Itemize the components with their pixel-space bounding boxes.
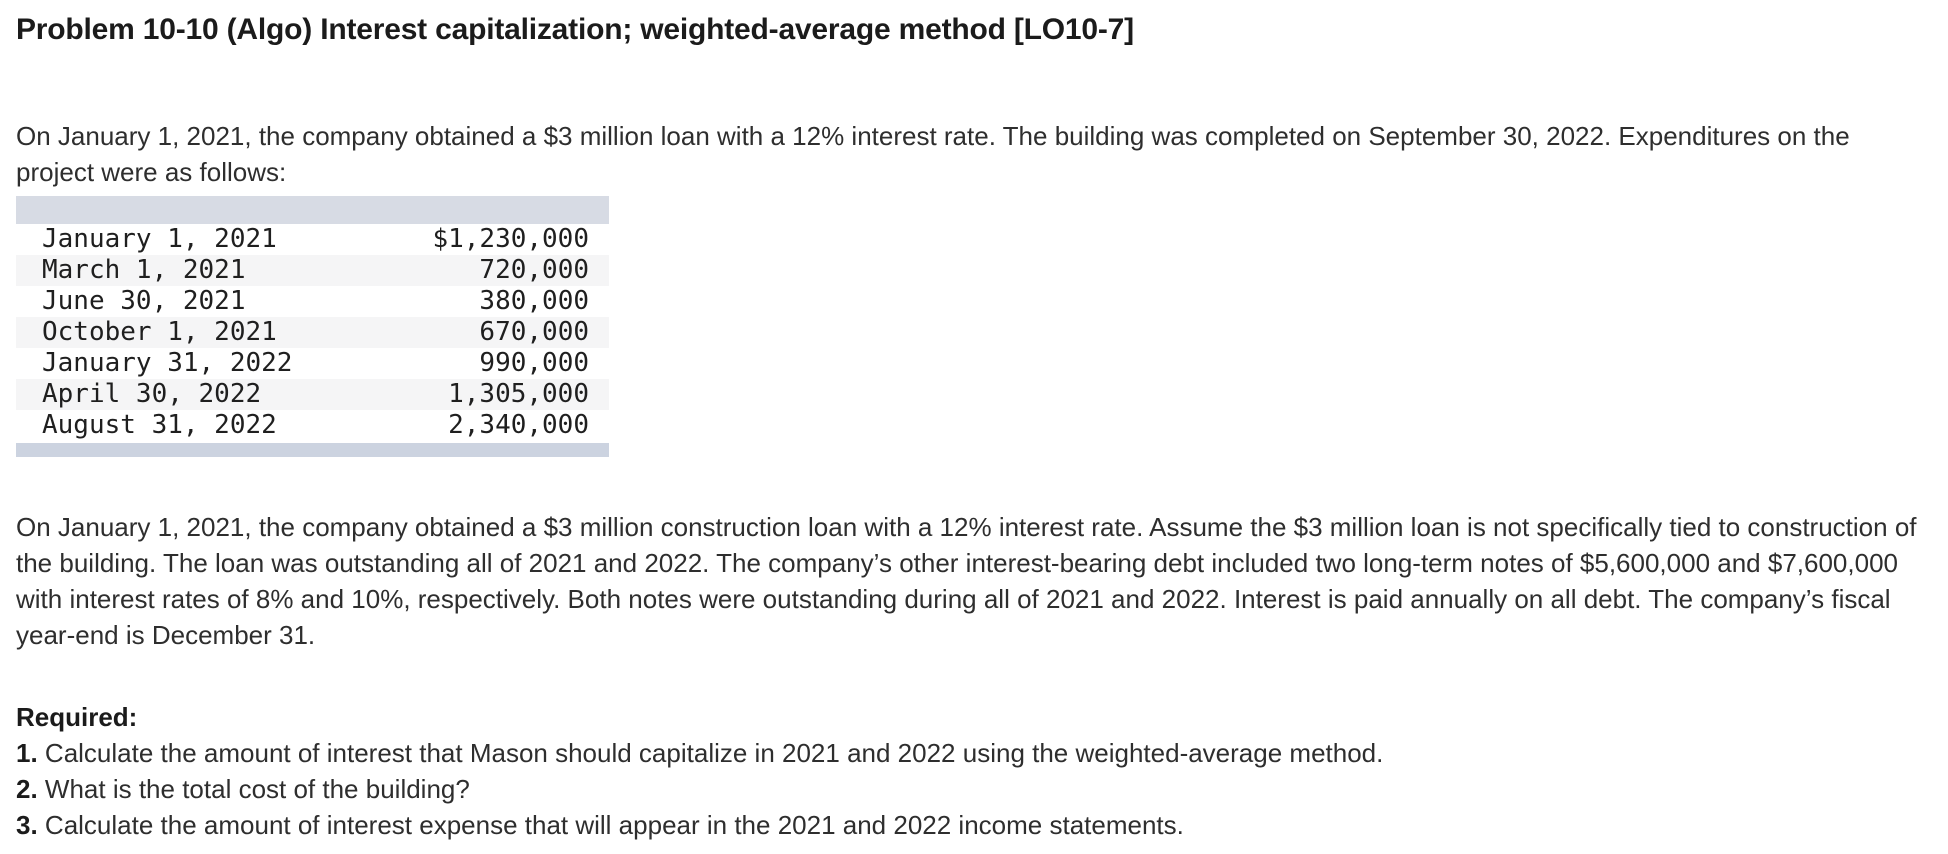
expenditure-date: October 1, 2021 <box>42 317 277 347</box>
problem-title: Problem 10-10 (Algo) Interest capitaliza… <box>16 13 1134 46</box>
expenditure-date: August 31, 2022 <box>42 410 277 440</box>
required-item: 1. Calculate the amount of interest that… <box>16 735 1928 771</box>
expenditure-amount: 1,305,000 <box>448 379 589 409</box>
required-item-number: 3. <box>16 810 38 840</box>
required-item-text: What is the total cost of the building? <box>44 774 470 804</box>
required-item: 2. What is the total cost of the buildin… <box>16 771 1928 807</box>
expenditures-table: January 1, 2021 $1,230,000 March 1, 2021… <box>16 196 609 457</box>
required-item-number: 2. <box>16 774 38 804</box>
table-row: June 30, 2021 380,000 <box>16 286 609 317</box>
table-row: January 1, 2021 $1,230,000 <box>16 224 609 255</box>
table-header-bar <box>16 196 609 224</box>
expenditure-date: June 30, 2021 <box>42 286 246 316</box>
expenditure-date: March 1, 2021 <box>42 255 246 285</box>
table-row: October 1, 2021 670,000 <box>16 317 609 348</box>
table-row: January 31, 2022 990,000 <box>16 348 609 379</box>
required-item-text: Calculate the amount of interest expense… <box>44 810 1184 840</box>
required-item-number: 1. <box>16 738 38 768</box>
expenditure-amount: 670,000 <box>479 317 589 347</box>
expenditure-amount: 380,000 <box>479 286 589 316</box>
expenditure-date: April 30, 2022 <box>42 379 262 409</box>
expenditure-amount: 2,340,000 <box>448 410 589 440</box>
required-item: 3. Calculate the amount of interest expe… <box>16 807 1928 843</box>
expenditures-rows: January 1, 2021 $1,230,000 March 1, 2021… <box>16 224 609 441</box>
expenditure-date: January 31, 2022 <box>42 348 293 378</box>
table-footer-bar <box>16 443 609 457</box>
table-row: April 30, 2022 1,305,000 <box>16 379 609 410</box>
expenditure-date: January 1, 2021 <box>42 224 277 254</box>
expenditure-amount: $1,230,000 <box>432 224 589 254</box>
expenditure-amount: 720,000 <box>479 255 589 285</box>
details-paragraph: On January 1, 2021, the company obtained… <box>16 512 1917 650</box>
required-item-text: Calculate the amount of interest that Ma… <box>44 738 1384 768</box>
expenditure-amount: 990,000 <box>479 348 589 378</box>
intro-paragraph: On January 1, 2021, the company obtained… <box>16 121 1850 187</box>
table-row: August 31, 2022 2,340,000 <box>16 410 609 441</box>
table-row: March 1, 2021 720,000 <box>16 255 609 286</box>
required-label: Required: <box>16 702 138 732</box>
required-section: Required: 1. Calculate the amount of int… <box>16 699 1928 843</box>
